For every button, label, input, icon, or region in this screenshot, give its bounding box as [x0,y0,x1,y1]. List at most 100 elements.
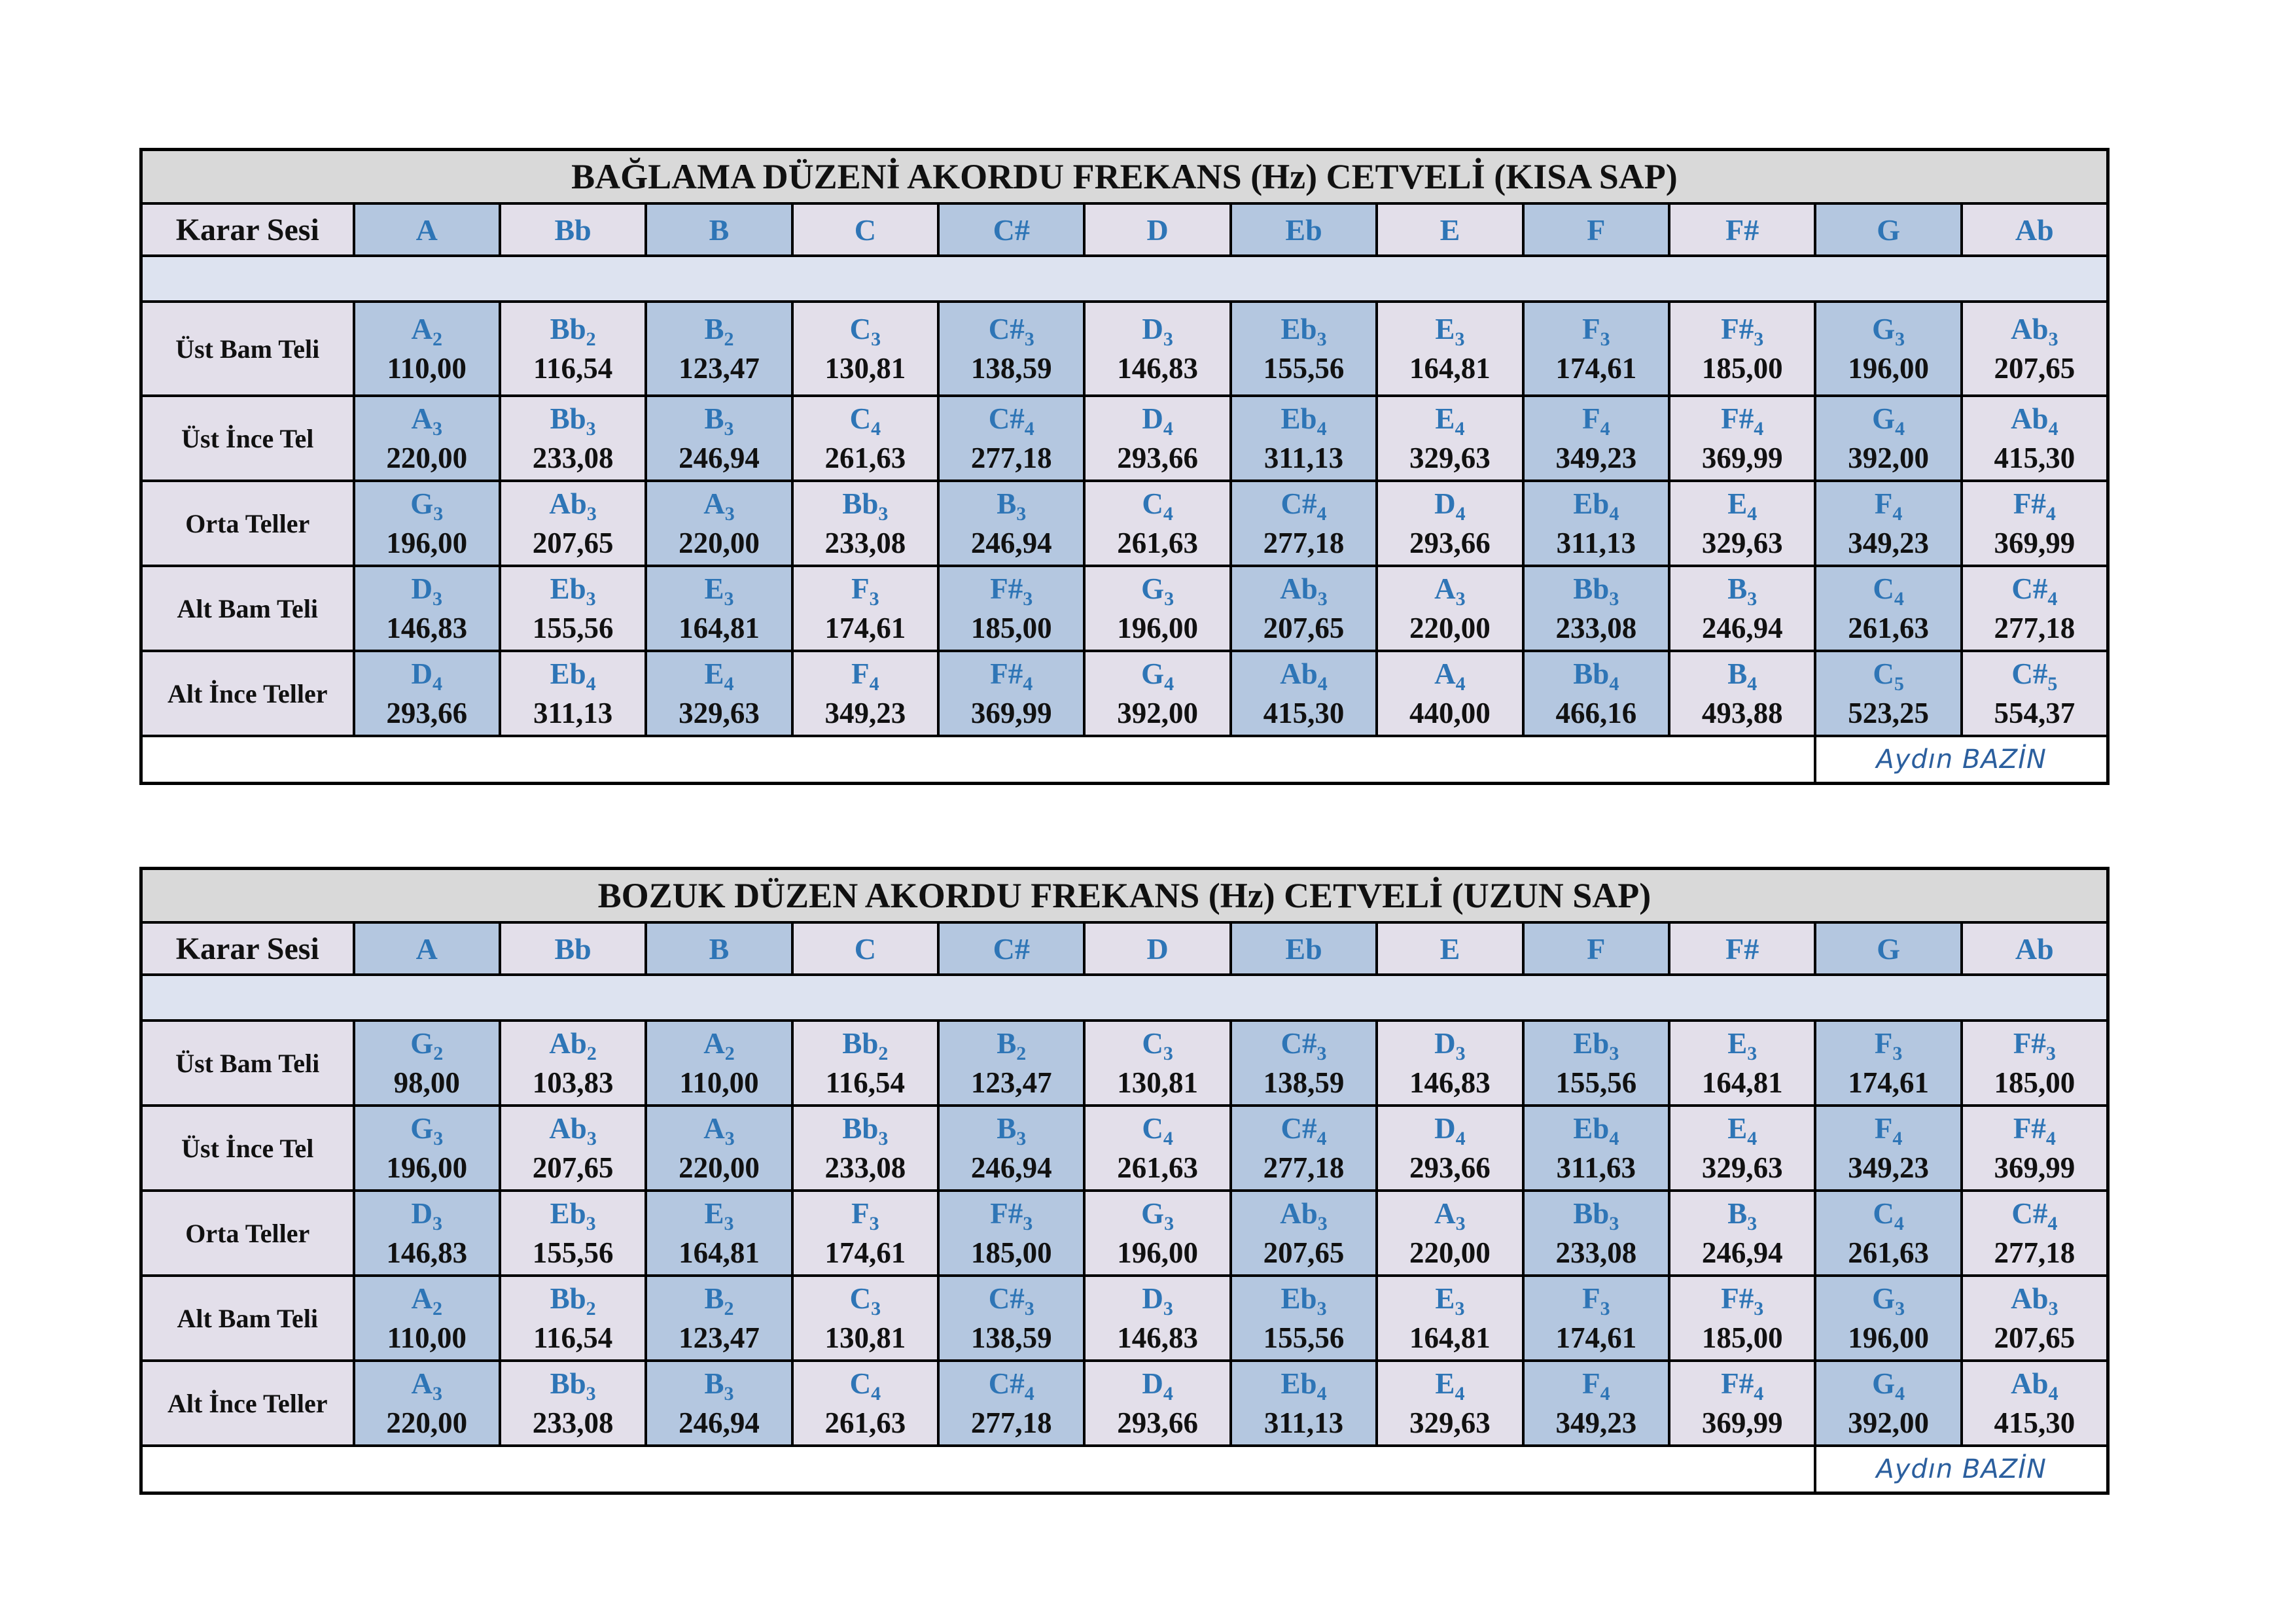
frequency-cell: B2 123,47 [645,1274,794,1362]
octave-number: 3 [1024,1298,1034,1319]
frequency-cell: Bb3 233,08 [790,480,940,567]
note-letter: F [1582,1367,1600,1400]
frequency-cell: C5 523,25 [1814,650,1963,737]
note-letter: Bb [1573,1197,1610,1230]
octave-number: 2 [1016,1043,1027,1064]
note-letter: E [1435,1282,1455,1315]
note-letter: F# [990,572,1023,605]
note-name: A3 [355,1364,499,1404]
note-name: Bb3 [794,484,937,524]
frequency-value: 207,65 [532,527,614,559]
key-header: C [790,921,940,976]
note-name: Bb3 [501,399,645,439]
note-letter: G [410,487,434,520]
note-letter: C [849,402,872,435]
frequency-cell: C#4 277,18 [1229,480,1379,567]
octave-number: 3 [1163,328,1173,350]
frequency-value: 277,18 [1994,1236,2075,1269]
frequency-cell: G4 392,00 [1814,394,1963,482]
octave-number: 3 [1024,328,1034,350]
note-name: B3 [940,1109,1083,1149]
frequency-value: 246,94 [970,527,1052,559]
frequency-value: 155,56 [1263,352,1345,385]
frequency-cell: C#4 277,18 [1960,1189,2110,1277]
frequency-value: 277,18 [1263,1151,1345,1184]
table-row: Orta Teller G3 196,00 Ab3 207,65 A3 220,00 Bb3 2… [139,480,2110,567]
frequency-value: 349,23 [1848,527,1929,559]
note-letter: C [849,313,872,345]
octave-number: 2 [586,1298,596,1319]
octave-number: 3 [724,418,734,440]
note-letter: F [1582,402,1600,435]
table-row: Alt İnce Teller A3 220,00 Bb3 233,08 B3 246,94… [139,1359,2110,1447]
note-letter: Ab [1280,657,1318,690]
frequency-cell: Eb4 311,13 [1229,1359,1379,1447]
frequency-cell: F3 174,61 [1521,300,1671,397]
octave-number: 4 [1316,1128,1327,1149]
octave-number: 3 [2045,1043,2056,1064]
frequency-value: 261,63 [1117,1151,1199,1184]
note-letter: F [1582,1282,1600,1315]
note-letter: F# [1721,1282,1754,1315]
note-letter: A [1434,657,1456,690]
note-letter: Ab [549,1027,587,1060]
note-letter: C [849,1282,872,1315]
frequency-cell: F#4 369,99 [1668,1359,1817,1447]
octave-number: 2 [724,1043,735,1064]
frequency-cell: C#5 554,37 [1960,650,2110,737]
frequency-value: 185,00 [970,1236,1052,1269]
octave-number: 3 [1455,1043,1466,1064]
note-name: D4 [1086,399,1229,439]
frequency-value: 103,83 [532,1066,614,1099]
frequency-value: 349,23 [1848,1151,1929,1184]
key-header: D [1083,202,1232,257]
note-name: Ab3 [1232,1194,1375,1234]
key-header: B [645,202,794,257]
note-name: Eb4 [1232,1364,1375,1404]
frequency-cell: E4 329,63 [1668,1104,1817,1192]
frequency-value: 493,88 [1701,697,1783,729]
frequency-value: 196,00 [1848,352,1929,385]
octave-number: 3 [724,503,735,525]
note-letter: D [1142,313,1163,345]
octave-number: 4 [1163,503,1173,525]
frequency-value: 220,00 [1409,1236,1491,1269]
octave-number: 4 [1747,1128,1757,1149]
frequency-value: 415,30 [1994,1406,2075,1439]
frequency-cell: E3 164,81 [1668,1019,1817,1107]
note-letter: B [997,487,1017,520]
octave-number: 4 [1316,418,1327,440]
frequency-cell: Ab3 207,65 [1229,1189,1379,1277]
octave-number: 4 [2045,1128,2056,1149]
frequency-value: 146,83 [386,612,468,644]
note-name: D3 [355,1194,499,1234]
note-name: G4 [1086,654,1229,694]
note-name: C3 [1086,1024,1229,1064]
note-letter: A [703,1027,725,1060]
frequency-cell: B3 246,94 [937,480,1086,567]
frequency-value: 277,18 [970,442,1052,474]
frequency-value: 164,81 [679,1236,760,1269]
frequency-cell: A2 110,00 [645,1019,794,1107]
octave-number: 3 [586,1213,596,1234]
frequency-cell: B3 246,94 [645,394,794,482]
note-letter: C# [988,402,1025,435]
frequency-value: 146,83 [1409,1066,1491,1099]
octave-number: 3 [1163,1043,1173,1064]
frequency-cell: Bb2 116,54 [790,1019,940,1107]
frequency-value: 233,08 [1555,1236,1637,1269]
octave-number: 4 [432,673,442,695]
note-letter: G [410,1027,434,1060]
key-header: D [1083,921,1232,976]
frequency-value: 293,66 [386,697,468,729]
key-header: E [1375,202,1525,257]
frequency-cell: G4 392,00 [1814,1359,1963,1447]
frequency-cell: D3 146,83 [352,1189,501,1277]
frequency-cell: B3 246,94 [645,1359,794,1447]
note-letter: C# [2011,1197,2048,1230]
note-name: F3 [794,569,937,609]
frequency-cell: Ab3 207,65 [498,1104,648,1192]
frequency-value: 311,13 [1263,1406,1344,1439]
note-letter: C# [1280,1027,1317,1060]
note-letter: F# [1721,1367,1754,1400]
